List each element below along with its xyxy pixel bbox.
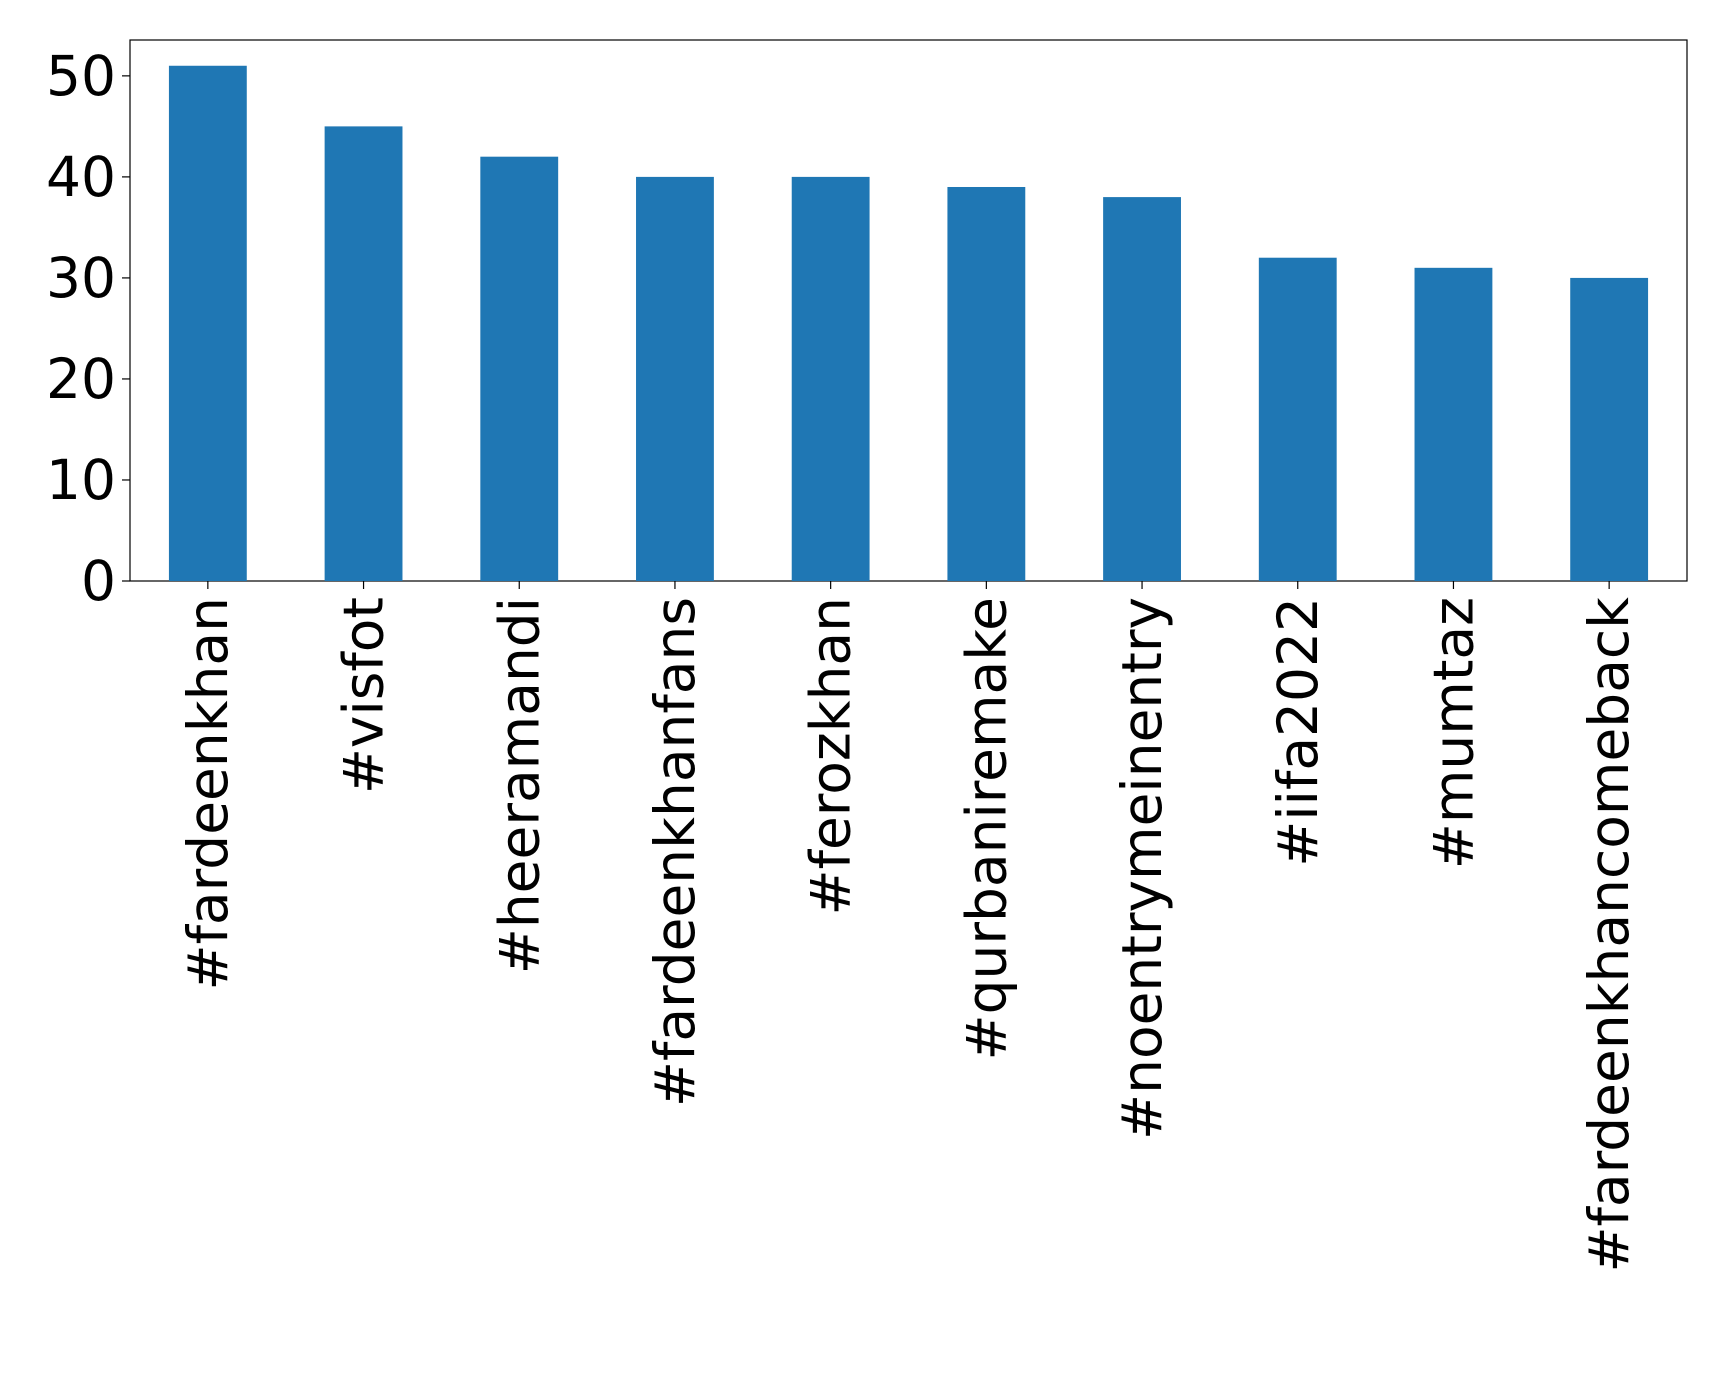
x-tick-label: #heeramandi bbox=[487, 597, 551, 974]
bar bbox=[1570, 277, 1649, 581]
y-tick-label: 10 bbox=[46, 448, 116, 512]
x-tick-label: #visfot bbox=[332, 597, 396, 794]
bar bbox=[168, 65, 247, 581]
y-tick-label: 20 bbox=[46, 347, 116, 411]
bar bbox=[636, 176, 714, 581]
bar bbox=[791, 176, 870, 581]
bar bbox=[1258, 257, 1337, 581]
bar bbox=[480, 156, 559, 581]
bar bbox=[947, 186, 1026, 582]
x-tick-label: #fardeenkhancomeback bbox=[1577, 597, 1641, 1273]
y-tick-label: 40 bbox=[46, 145, 116, 209]
y-tick-label: 0 bbox=[81, 549, 116, 613]
x-tick-label: #noentrymeinentry bbox=[1110, 597, 1174, 1140]
x-tick-label: #fardeenkhan bbox=[176, 597, 240, 991]
bar bbox=[1414, 267, 1493, 581]
x-tick-label: #fardeenkhanfans bbox=[643, 597, 707, 1107]
x-tick-label: #ferozkhan bbox=[799, 597, 863, 915]
x-tick-label: #mumtaz bbox=[1421, 597, 1485, 869]
y-tick-label: 50 bbox=[46, 44, 116, 108]
plot-frame bbox=[129, 39, 1688, 582]
bar bbox=[324, 126, 403, 582]
bar bbox=[1103, 197, 1181, 581]
x-tick-label: #iifa2022 bbox=[1266, 597, 1330, 867]
x-tick-label: #qurbaniremake bbox=[954, 597, 1018, 1060]
y-tick-label: 30 bbox=[46, 246, 116, 310]
